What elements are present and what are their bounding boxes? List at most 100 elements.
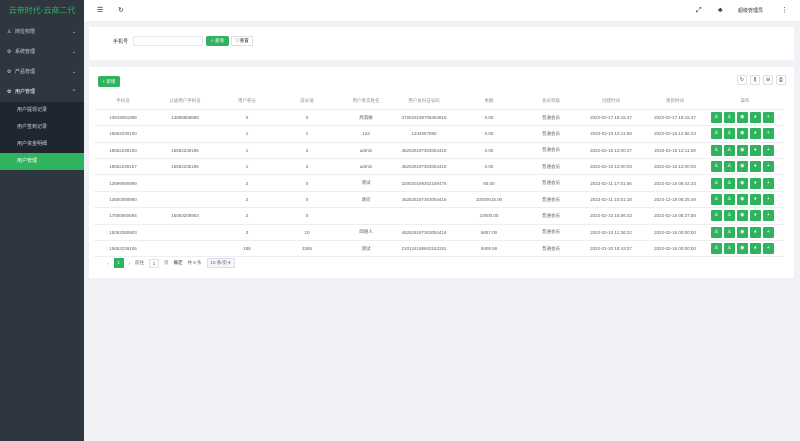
sidebar-subitem-2[interactable]: 用户资金明细: [17, 141, 48, 147]
plus-icon[interactable]: +: [762, 226, 774, 238]
user-icon[interactable]: ♙: [723, 128, 735, 140]
sidebar-menu-0[interactable]: ♙ 岗位权限 ⌄: [0, 22, 84, 42]
table-cell: 6857.00: [454, 224, 524, 242]
plus-icon[interactable]: +: [762, 128, 774, 140]
page-input[interactable]: 1: [149, 258, 159, 268]
diamond-icon[interactable]: ♦: [749, 112, 761, 124]
next-page-icon[interactable]: ›: [128, 260, 131, 266]
theme-icon[interactable]: ♣: [718, 7, 723, 14]
page-size-select[interactable]: 10 条/页 ▾: [206, 258, 235, 268]
print-icon[interactable]: ⎙: [776, 75, 786, 85]
more-actions[interactable]: ...: [775, 164, 780, 170]
diamond-icon[interactable]: ♦: [749, 210, 761, 222]
table-cell: 2022-02-16 13:11:28: [644, 142, 706, 160]
sidebar-subitem-1[interactable]: 用户签到记录: [17, 124, 48, 130]
user-icon[interactable]: ♙: [723, 177, 735, 189]
view-icon[interactable]: ◉: [736, 210, 748, 222]
user-icon[interactable]: ♙: [723, 194, 735, 206]
plus-icon[interactable]: +: [762, 161, 774, 173]
table-cell: 普通会员: [524, 207, 578, 225]
sidebar-subitem-3[interactable]: 用户管理: [0, 153, 84, 170]
menu-label: 用户管理: [15, 89, 36, 95]
table-cell: 2: [218, 191, 276, 209]
reset-button[interactable]: ♡重置: [231, 36, 253, 46]
add-button[interactable]: + 新增: [98, 76, 120, 87]
edit-icon[interactable]: ♙: [710, 210, 722, 222]
user-icon[interactable]: ♙: [723, 210, 735, 222]
more-actions[interactable]: ...: [775, 115, 780, 121]
edit-icon[interactable]: ♙: [710, 112, 722, 124]
more-actions[interactable]: ...: [775, 213, 780, 219]
table-cell: 3365: [276, 240, 338, 258]
more-actions[interactable]: ...: [775, 229, 780, 235]
plus-icon[interactable]: +: [762, 210, 774, 222]
view-icon[interactable]: ◉: [736, 128, 748, 140]
plus-icon[interactable]: +: [762, 177, 774, 189]
diamond-icon[interactable]: ♦: [749, 161, 761, 173]
table-cell: 2022-02-11 15:01:18: [578, 191, 644, 209]
page-1[interactable]: 1: [113, 258, 124, 268]
edit-icon[interactable]: ♙: [710, 226, 722, 238]
view-icon[interactable]: ◉: [736, 161, 748, 173]
view-icon[interactable]: ◉: [736, 177, 748, 189]
view-icon[interactable]: ◉: [736, 243, 748, 255]
more-actions[interactable]: ...: [775, 246, 780, 252]
table-cell: 2022-02-17 18:15:47: [578, 109, 644, 127]
user-icon[interactable]: ♙: [723, 112, 735, 124]
diamond-icon[interactable]: ♦: [749, 243, 761, 255]
more-actions[interactable]: ...: [775, 147, 780, 153]
table-cell: 2022-02-16 08:42:33: [644, 174, 706, 192]
edit-icon[interactable]: ♙: [710, 144, 722, 156]
plus-icon[interactable]: +: [762, 112, 774, 124]
table-row: 13919091999 13888888888 0 0 周淑敏 4728331987084…: [94, 109, 784, 127]
search-toggle-icon[interactable]: ⊖: [763, 75, 773, 85]
more-icon[interactable]: ⋮: [781, 7, 788, 14]
view-icon[interactable]: ◉: [736, 194, 748, 206]
diamond-icon[interactable]: ♦: [749, 177, 761, 189]
menu-toggle-icon[interactable]: ☰: [97, 7, 104, 14]
sidebar-subitem-0[interactable]: 用户提现记录: [17, 107, 48, 113]
user-menu[interactable]: 超级管理员: [738, 8, 764, 14]
more-actions[interactable]: ...: [775, 180, 780, 186]
user-icon[interactable]: ♙: [723, 243, 735, 255]
plus-icon[interactable]: +: [762, 144, 774, 156]
query-button[interactable]: ⌕ 查询: [206, 36, 229, 46]
diamond-icon[interactable]: ♦: [749, 144, 761, 156]
table-cell: 2022-01-20 18:43:27: [578, 240, 644, 258]
prev-page-icon[interactable]: ‹: [107, 260, 109, 266]
sidebar-menu-3[interactable]: ⚙ 用户管理 ⌃: [0, 82, 84, 102]
more-actions[interactable]: ...: [775, 197, 780, 203]
edit-icon[interactable]: ♙: [710, 128, 722, 140]
sidebar-menu-1[interactable]: ⚙ 系统管理 ⌄: [0, 42, 84, 62]
edit-icon[interactable]: ♙: [710, 177, 722, 189]
user-icon[interactable]: ♙: [723, 144, 735, 156]
table-cell: 2022-02-16 00:00:00: [644, 240, 706, 258]
table-cell: 2022-02-10 13:00:03: [578, 158, 644, 176]
more-actions[interactable]: ...: [775, 131, 780, 137]
edit-icon[interactable]: ♙: [710, 243, 722, 255]
table-cell: 3: [218, 224, 276, 242]
view-icon[interactable]: ◉: [736, 112, 748, 124]
fullscreen-icon[interactable]: ⤢: [696, 7, 702, 14]
user-icon[interactable]: ♙: [723, 226, 735, 238]
view-icon[interactable]: ◉: [736, 144, 748, 156]
plus-icon[interactable]: +: [762, 243, 774, 255]
column-header: 用户身份证号码: [394, 93, 454, 110]
table-cell: 0.00: [454, 109, 524, 127]
view-icon[interactable]: ◉: [736, 226, 748, 238]
phone-search-input[interactable]: [133, 36, 203, 46]
diamond-icon[interactable]: ♦: [749, 194, 761, 206]
confirm-button[interactable]: 确定: [173, 260, 183, 265]
diamond-icon[interactable]: ♦: [749, 226, 761, 238]
columns-icon[interactable]: ⫼: [750, 75, 760, 85]
refresh-icon[interactable]: ↻: [737, 75, 747, 85]
sidebar-menu-2[interactable]: ⚙ 产品管理 ⌄: [0, 62, 84, 82]
edit-icon[interactable]: ♙: [710, 161, 722, 173]
refresh-icon[interactable]: ↻: [118, 7, 124, 14]
plus-icon[interactable]: +: [762, 194, 774, 206]
chevron-up-icon: ⌃: [71, 89, 76, 95]
diamond-icon[interactable]: ♦: [749, 128, 761, 140]
edit-icon[interactable]: ♙: [710, 194, 722, 206]
table-cell: 普通会员: [524, 158, 578, 176]
user-icon[interactable]: ♙: [723, 161, 735, 173]
